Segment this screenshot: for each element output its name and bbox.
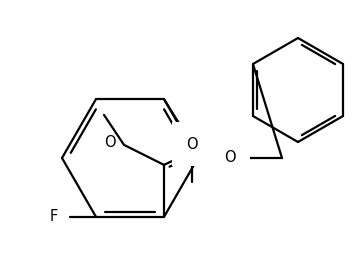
Text: O: O (186, 137, 198, 151)
Text: O: O (104, 135, 116, 150)
Text: O: O (210, 137, 222, 152)
Text: F: F (50, 210, 58, 224)
Text: O: O (224, 150, 236, 165)
